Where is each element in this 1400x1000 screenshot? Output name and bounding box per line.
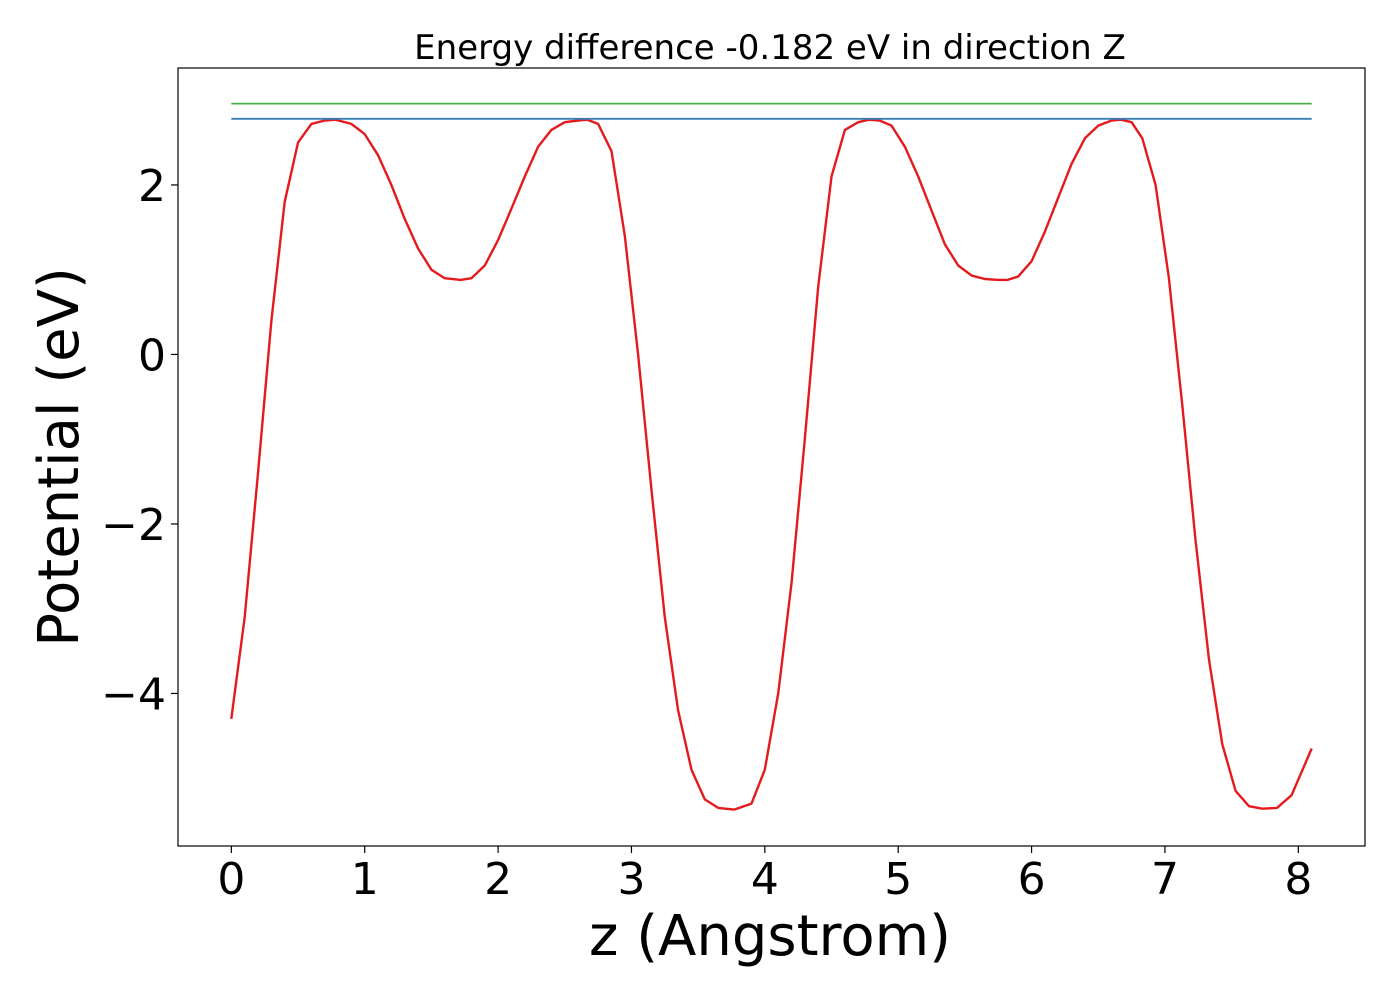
x-tick-label: 3 — [617, 854, 645, 905]
x-axis-label: z (Angstrom) — [589, 904, 951, 969]
x-tick-label: 6 — [1018, 854, 1046, 905]
x-tick-label: 8 — [1284, 854, 1312, 905]
y-tick-label: 2 — [138, 161, 166, 212]
y-tick-label: 0 — [138, 330, 166, 381]
series-line-0 — [230, 118, 1313, 811]
x-axis: 0 1 2 3 4 5 6 7 8 — [217, 846, 1312, 905]
x-tick-label: 2 — [484, 854, 512, 905]
y-axis-label: Potential (eV) — [27, 267, 92, 647]
y-axis: 2 0 −2 −4 — [101, 161, 178, 720]
y-tick-label: −4 — [101, 669, 166, 720]
x-tick-label: 4 — [751, 854, 779, 905]
x-tick-label: 0 — [217, 854, 245, 905]
x-tick-label: 5 — [884, 854, 912, 905]
y-tick-label: −2 — [101, 500, 166, 551]
series-layer — [230, 102, 1313, 811]
chart-title: Energy difference -0.182 eV in direction… — [414, 28, 1126, 68]
x-tick-label: 1 — [351, 854, 379, 905]
x-tick-label: 7 — [1151, 854, 1179, 905]
plot-frame — [177, 67, 1366, 847]
